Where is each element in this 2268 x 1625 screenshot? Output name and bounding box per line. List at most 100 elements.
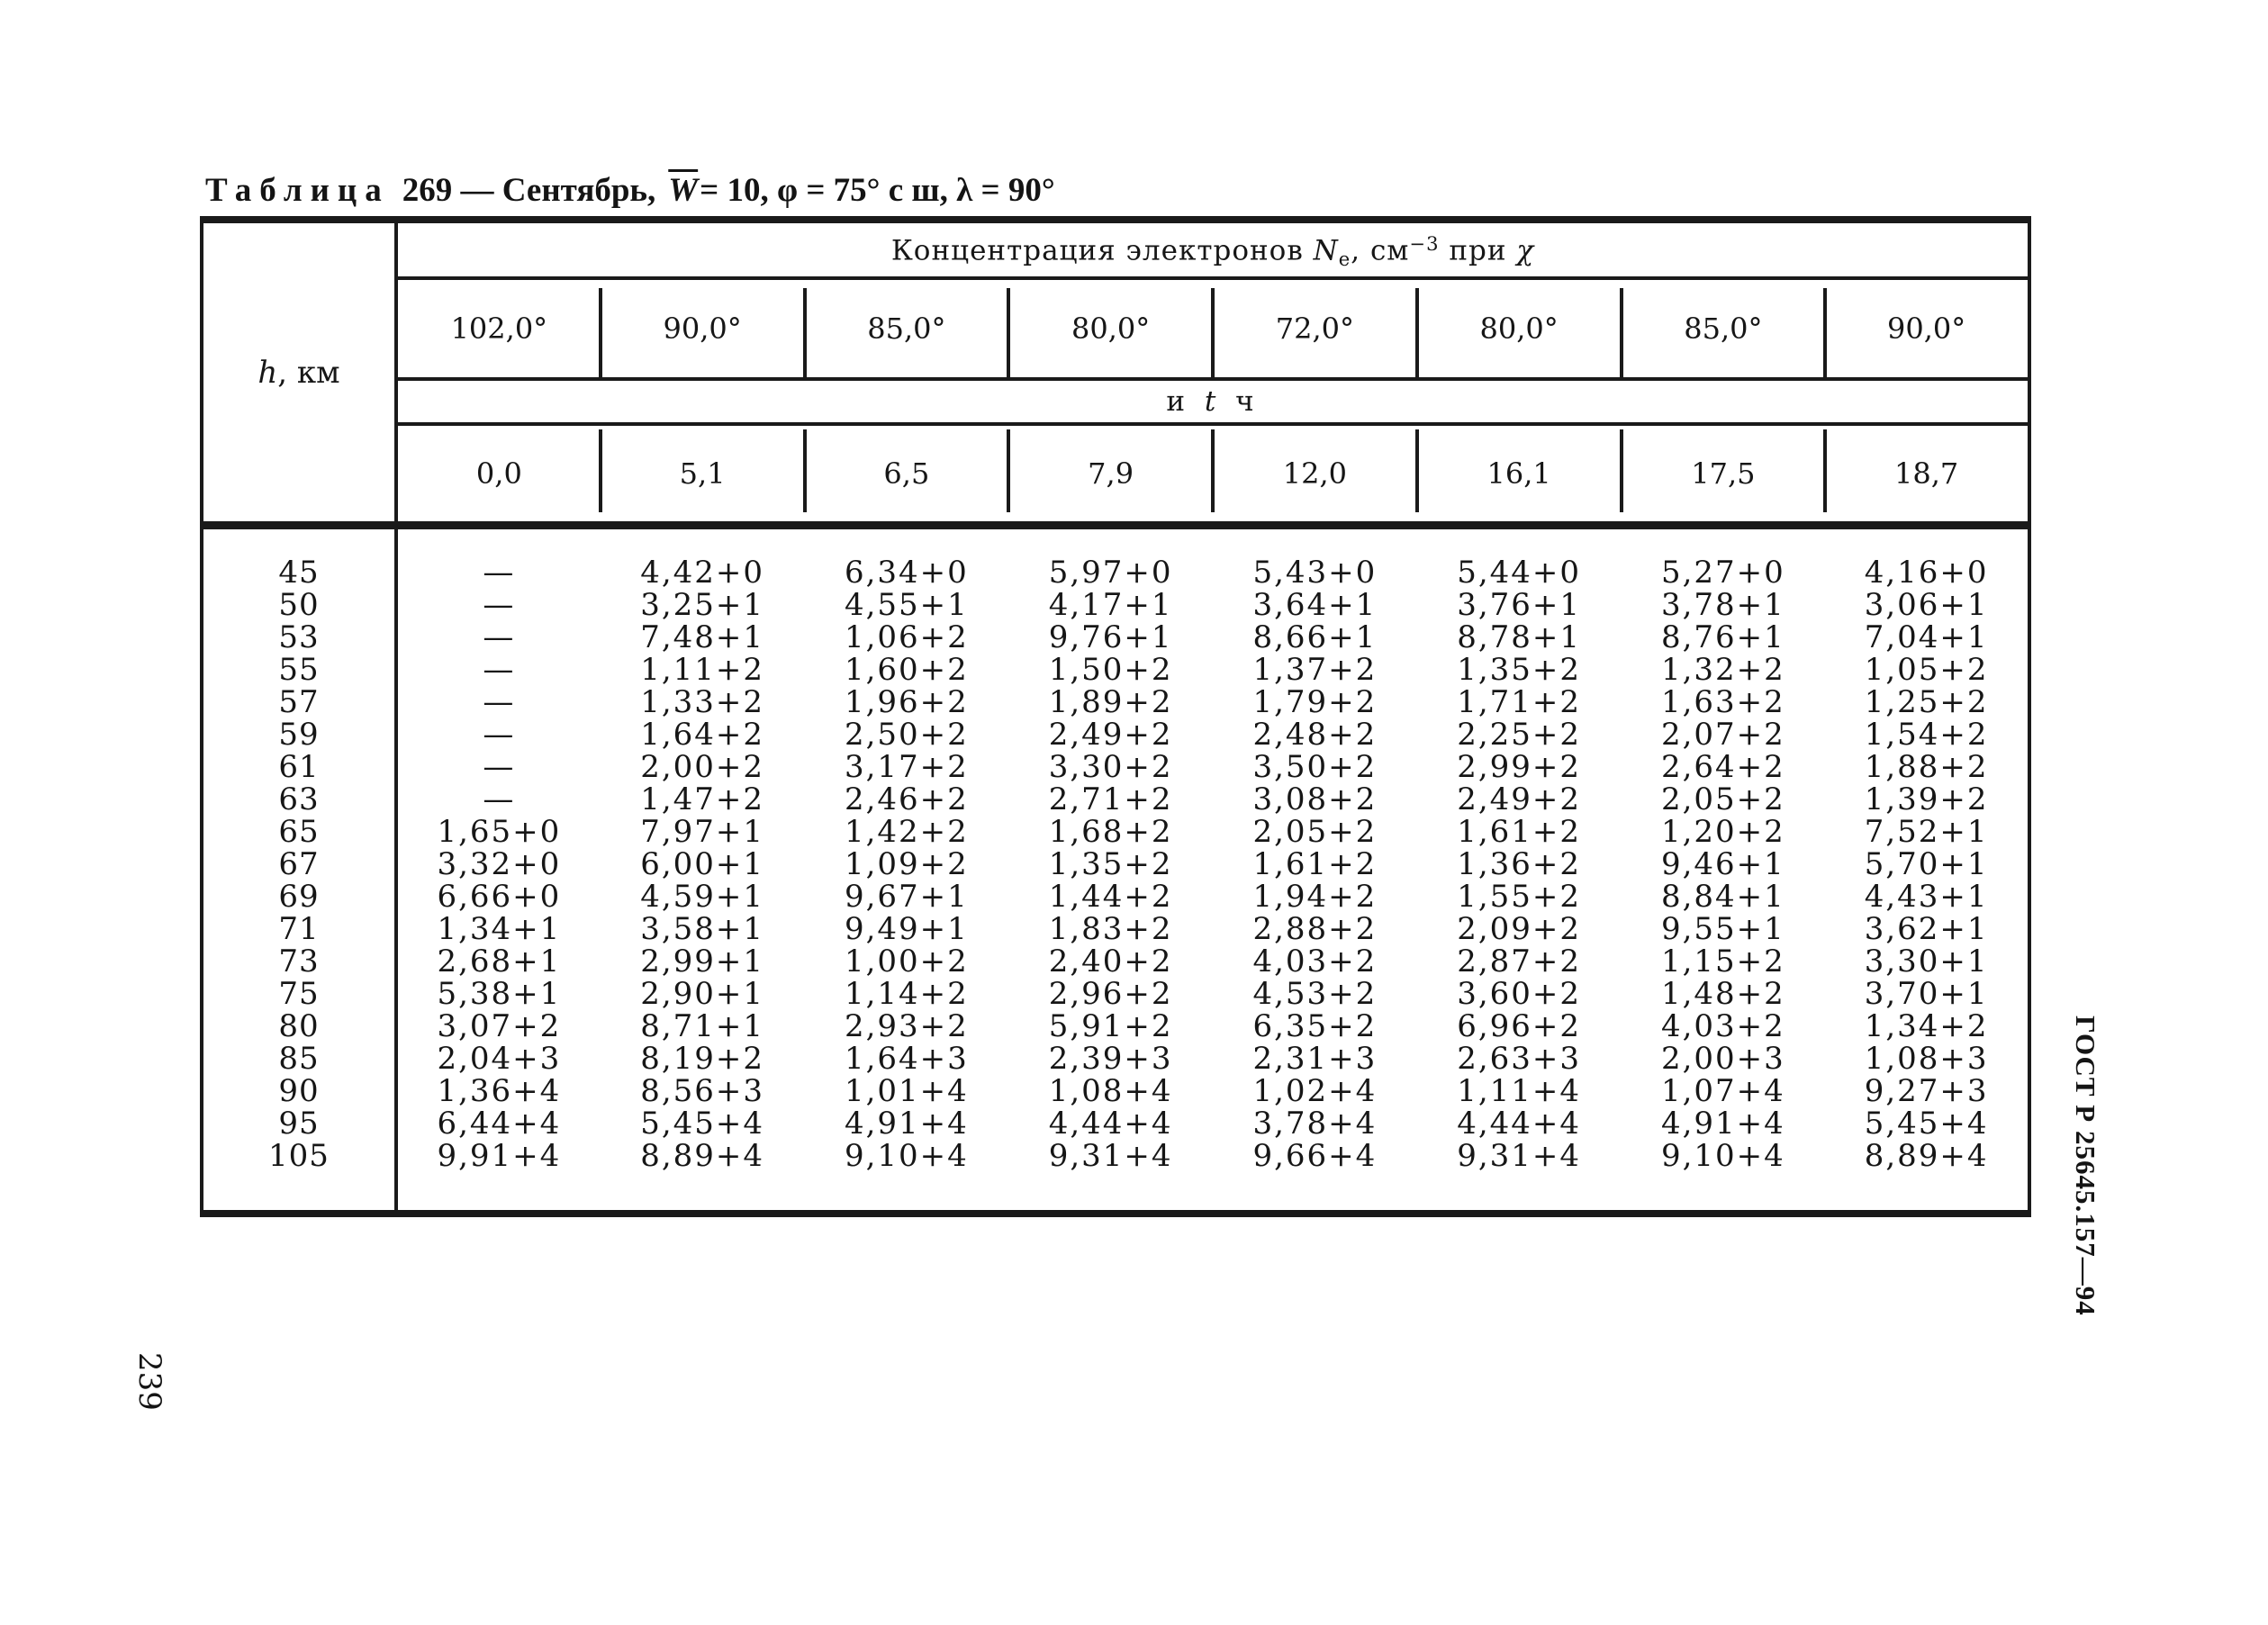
cell-value: 1,36+2: [1457, 846, 1582, 882]
row-height-value: 59: [202, 718, 398, 751]
cell-value: 4,42+0: [640, 555, 765, 591]
cell-value: 3,78+4: [1252, 1106, 1378, 1142]
cell-value: 9,67+1: [844, 879, 969, 915]
cell-value: 1,48+2: [1660, 976, 1785, 1012]
time-header: 12,0: [1211, 424, 1417, 529]
cell-value: 7,97+1: [640, 814, 765, 850]
cell-value: 1,42+2: [844, 814, 969, 850]
cell-value: —: [483, 652, 516, 688]
time-header: 6,5: [802, 424, 1009, 529]
cell-value: 1,33+2: [640, 684, 765, 720]
cell-value: 3,60+2: [1457, 976, 1582, 1012]
time-header: 7,9: [1007, 424, 1213, 529]
row-height-value: 80: [202, 1010, 398, 1043]
cell-value: 5,91+2: [1048, 1008, 1173, 1044]
cell-value: 1,35+2: [1457, 652, 1582, 688]
cell-value: 6,44+4: [437, 1106, 562, 1142]
cell-value: 1,11+4: [1457, 1073, 1582, 1109]
cell-value: 1,07+4: [1660, 1073, 1785, 1109]
row-height-value: 85: [202, 1043, 398, 1075]
cell-value: 7,04+1: [1864, 619, 1989, 655]
cell-value: 2,49+2: [1457, 781, 1582, 817]
row-height-value: 61: [202, 751, 398, 783]
cell-value: 2,00+3: [1660, 1041, 1785, 1077]
cell-value: 1,02+4: [1252, 1073, 1378, 1109]
cell-value: 5,43+0: [1252, 555, 1378, 591]
cell-value: 1,25+2: [1864, 684, 1989, 720]
cell-value: 3,08+2: [1252, 781, 1378, 817]
cell-value: 1,94+2: [1252, 879, 1378, 915]
cell-value: 1,34+1: [437, 911, 562, 947]
cell-value: 9,10+4: [1660, 1138, 1785, 1174]
cell-value: 3,70+1: [1864, 976, 1989, 1012]
ne-subscript: e: [1338, 247, 1351, 270]
chi-values-row: 102,0° 90,0° 85,0° 80,0° 72,0° 80,0° 85,…: [202, 278, 2029, 381]
cell-value: —: [483, 717, 516, 753]
cell-value: 2,48+2: [1252, 717, 1378, 753]
table-body: 45 — 4,42+0 6,34+0 5,97+0 5,43+0 5,44+0 …: [202, 525, 2029, 1214]
cell-value: —: [483, 749, 516, 785]
cell-value: 9,76+1: [1048, 619, 1173, 655]
row-height-value: 67: [202, 848, 398, 880]
chi-header: 90,0°: [1823, 278, 2029, 381]
cell-value: 1,83+2: [1048, 911, 1173, 947]
table-row: 61 — 2,00+2 3,17+2 3,30+2 3,50+2 2,99+2 …: [202, 751, 2029, 783]
cell-value: 1,64+2: [640, 717, 765, 753]
cell-value: —: [483, 555, 516, 591]
cell-value: 1,61+2: [1457, 814, 1582, 850]
table-row: 50 — 3,25+1 4,55+1 4,17+1 3,64+1 3,76+1 …: [202, 589, 2029, 621]
cell-value: 2,50+2: [844, 717, 969, 753]
cell-value: 1,36+4: [437, 1073, 562, 1109]
cell-value: 1,55+2: [1457, 879, 1582, 915]
cell-value: 4,59+1: [640, 879, 765, 915]
cell-value: 5,45+4: [640, 1106, 765, 1142]
time-band-row: и t ч: [202, 379, 2029, 426]
cell-value: 2,05+2: [1252, 814, 1378, 850]
cell-value: 2,90+1: [640, 976, 765, 1012]
cell-value: 8,71+1: [640, 1008, 765, 1044]
cell-value: 6,34+0: [844, 555, 969, 591]
w-mean-symbol: W: [668, 172, 699, 209]
cell-value: 3,50+2: [1252, 749, 1378, 785]
cell-value: 8,66+1: [1252, 619, 1378, 655]
row-height-value: 63: [202, 783, 398, 816]
cell-value: 3,64+1: [1252, 587, 1378, 623]
row-height-value: 69: [202, 880, 398, 913]
table-row: 55 — 1,11+2 1,60+2 1,50+2 1,37+2 1,35+2 …: [202, 654, 2029, 686]
time-header: 17,5: [1619, 424, 1826, 529]
group-header: Концентрация электронов Ne, см−3 при χ: [396, 220, 2029, 280]
cell-value: 8,84+1: [1660, 879, 1785, 915]
cell-value: 1,96+2: [844, 684, 969, 720]
cell-value: 2,40+2: [1048, 943, 1173, 980]
cell-value: 2,00+2: [640, 749, 765, 785]
table-row: 57 — 1,33+2 1,96+2 1,89+2 1,79+2 1,71+2 …: [202, 686, 2029, 718]
t-symbol: t: [1204, 385, 1222, 418]
cell-value: 2,07+2: [1660, 717, 1785, 753]
cell-value: 8,56+3: [640, 1073, 765, 1109]
cell-value: 1,20+2: [1660, 814, 1785, 850]
table-row: 65 1,65+0 7,97+1 1,42+2 1,68+2 2,05+2 1,…: [202, 816, 2029, 848]
cell-value: 9,66+4: [1252, 1138, 1378, 1174]
cell-value: 7,48+1: [640, 619, 765, 655]
cell-value: 8,89+4: [1864, 1138, 1989, 1174]
row-height-value: 73: [202, 945, 398, 978]
band-hours: ч: [1235, 385, 1260, 418]
cell-value: 4,03+2: [1660, 1008, 1785, 1044]
cell-value: 4,16+0: [1864, 555, 1989, 591]
cell-value: 4,53+2: [1252, 976, 1378, 1012]
cell-value: 1,00+2: [844, 943, 969, 980]
cell-value: 5,97+0: [1048, 555, 1173, 591]
table-row: 59 — 1,64+2 2,50+2 2,49+2 2,48+2 2,25+2 …: [202, 718, 2029, 751]
cell-value: 6,00+1: [640, 846, 765, 882]
cell-value: 2,49+2: [1048, 717, 1173, 753]
row-height-value: 95: [202, 1107, 398, 1140]
cell-value: 1,68+2: [1048, 814, 1173, 850]
time-band-header: и t ч: [396, 379, 2029, 426]
cell-value: 8,76+1: [1660, 619, 1785, 655]
cell-value: 1,61+2: [1252, 846, 1378, 882]
time-header: 18,7: [1823, 424, 2029, 529]
cell-value: 2,87+2: [1457, 943, 1582, 980]
cell-value: 1,71+2: [1457, 684, 1582, 720]
cell-value: 1,15+2: [1660, 943, 1785, 980]
